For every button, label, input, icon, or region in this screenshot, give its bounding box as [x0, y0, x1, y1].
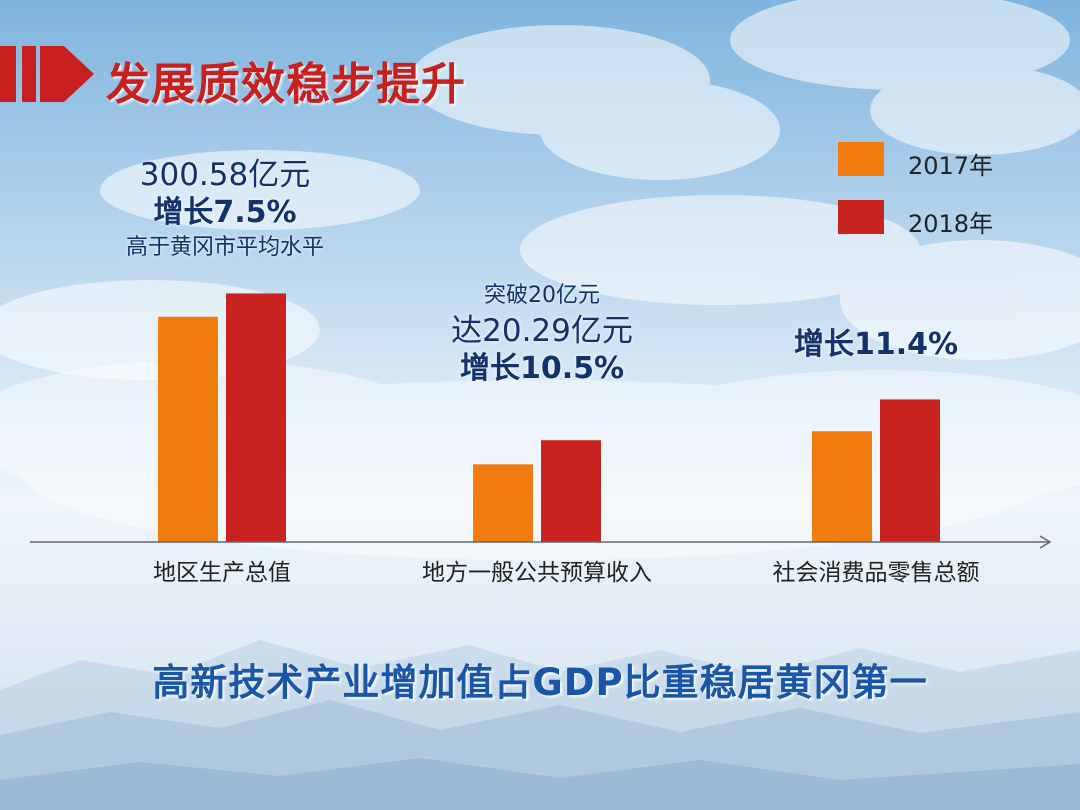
- annotation-budget: 突破20亿元 达20.29亿元 增长10.5%: [397, 280, 687, 388]
- bar-2018-0: [226, 293, 286, 542]
- x-tick-label-2: 社会消费品零售总额: [773, 560, 980, 586]
- bar-2017-1: [473, 464, 533, 542]
- legend-label-2017: 2017年: [908, 152, 994, 180]
- bar-2017-2: [812, 431, 872, 542]
- legend-label-2018: 2018年: [908, 210, 994, 238]
- footer-text: 高新技术产业增加值占GDP比重稳居黄冈第一: [152, 661, 928, 704]
- bar-2017-0: [158, 316, 218, 542]
- annotation-budget-growth: 增长10.5%: [459, 351, 625, 386]
- annotation-gdp-value: 300.58亿元: [139, 157, 311, 193]
- bar-2018-1: [541, 440, 601, 542]
- bar-2018-2: [880, 399, 940, 542]
- annotation-retail-growth: 增长11.4%: [793, 327, 959, 362]
- x-axis-arrow-icon: [1039, 535, 1052, 549]
- legend-swatch-2017: [838, 142, 884, 176]
- x-tick-label-0: 地区生产总值: [153, 560, 291, 586]
- annotation-gdp-note: 高于黄冈市平均水平: [125, 235, 324, 260]
- x-tick-label-1: 地方一般公共预算收入: [422, 560, 652, 586]
- annotation-gdp: 300.58亿元 增长7.5% 高于黄冈市平均水平: [60, 156, 390, 264]
- annotation-retail: 增长11.4%: [736, 326, 1016, 364]
- annotation-gdp-growth: 增长7.5%: [153, 195, 297, 230]
- annotation-budget-value: 达20.29亿元: [451, 313, 633, 349]
- page-title: 发展质效稳步提升: [106, 59, 466, 110]
- legend-swatch-2018: [838, 200, 884, 234]
- title-decoration: [0, 46, 95, 102]
- annotation-budget-note: 突破20亿元: [484, 283, 600, 308]
